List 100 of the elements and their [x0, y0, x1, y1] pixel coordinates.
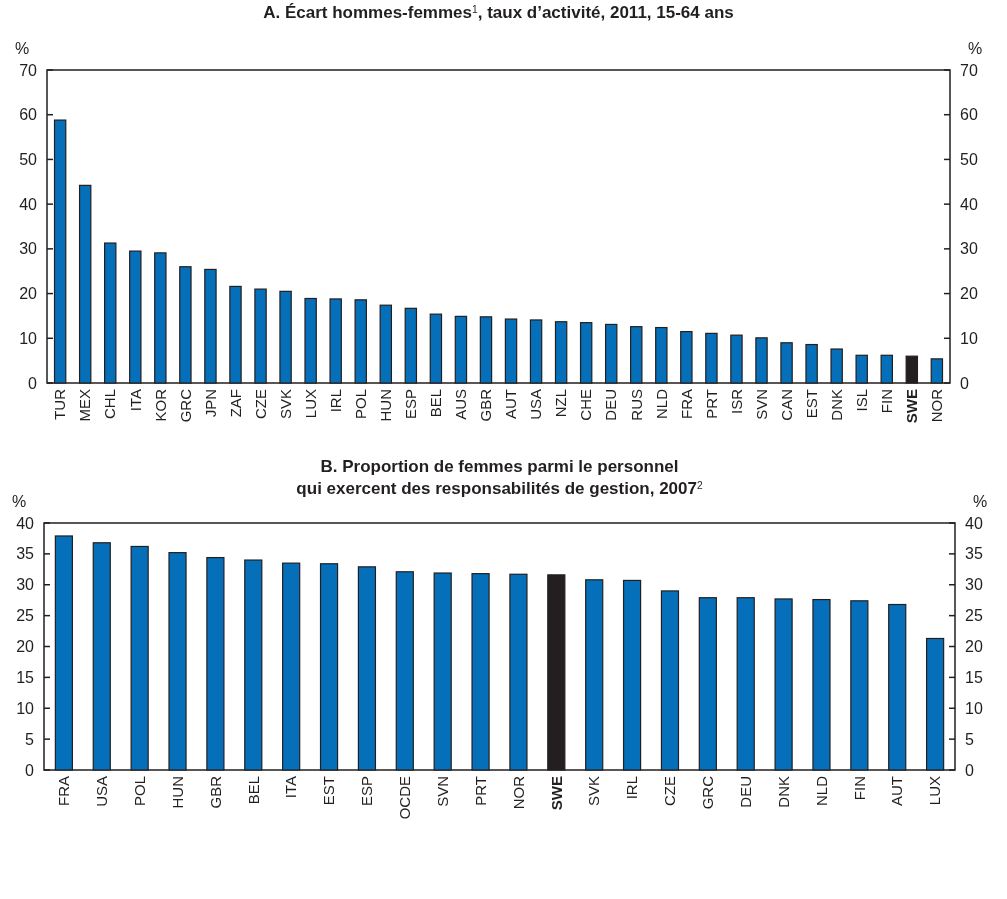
x-tick-label: NZL [552, 389, 570, 418]
y-tick-label: 10 [19, 329, 38, 347]
x-tick-label: PRT [702, 389, 720, 419]
x-tick-label: ITA [282, 776, 300, 799]
x-tick-label: USA [527, 389, 545, 420]
x-tick-label: ISR [727, 388, 745, 415]
x-tick-label: SWE [547, 776, 565, 811]
x-tick-label: AUT [888, 776, 906, 806]
y2-tick-label: 10 [960, 329, 978, 347]
x-tick-label: NLD [812, 775, 830, 807]
y-tick-label: 5 [25, 730, 35, 748]
x-tick-label: CAN [777, 389, 795, 421]
x-tick-label: DEU [736, 776, 754, 808]
x-tick-label: KOR [151, 388, 169, 422]
y-tick-label: 30 [19, 240, 38, 258]
x-tick-label: IRL [326, 389, 344, 413]
y2-tick-label: 0 [960, 374, 969, 392]
y2-tick-label: 20 [960, 285, 978, 303]
x-tick-label: CHL [101, 389, 119, 420]
x-tick-label: GBR [206, 775, 224, 809]
y2-tick-label: 40 [960, 195, 978, 213]
x-tick-label: GRC [176, 388, 194, 423]
y2-tick-label: 15 [965, 668, 983, 686]
y2-tick-label: 10 [965, 699, 983, 717]
y2-tick-label: 40 [965, 514, 983, 532]
x-tick-label: HUN [377, 389, 395, 422]
y-tick-label: 20 [16, 638, 35, 656]
y2-tick-label: 20 [965, 638, 983, 656]
x-tick-label: TUR [51, 388, 69, 420]
x-tick-label: EST [320, 776, 338, 806]
y2-tick-label: 70 [960, 61, 978, 79]
x-tick-label: FIN [850, 776, 868, 801]
x-tick-label: USA [93, 776, 111, 807]
y-tick-label: 30 [16, 576, 35, 594]
y-tick-label: 35 [16, 545, 35, 563]
x-tick-label: DNK [827, 389, 845, 421]
y-tick-label: 70 [19, 61, 38, 79]
x-tick-label: GBR [477, 388, 495, 422]
y-tick-label: 40 [19, 195, 38, 213]
x-tick-label: MEX [76, 389, 94, 422]
x-tick-label: POL [351, 389, 369, 420]
x-tick-label: NLD [652, 388, 670, 420]
y-axis-title: % [12, 493, 27, 510]
y2-axis-title: % [968, 40, 983, 57]
x-tick-label: LUX [301, 389, 319, 419]
x-tick-label: CZE [251, 389, 269, 419]
y2-axis-title: % [973, 493, 988, 510]
y-tick-label: 0 [25, 761, 35, 779]
x-tick-label: FRA [55, 776, 73, 806]
y2-tick-label: 30 [960, 240, 978, 258]
y2-tick-label: 5 [965, 730, 974, 748]
y-tick-label: 40 [16, 514, 35, 532]
x-tick-label: BEL [427, 389, 445, 418]
x-tick-label: IRL [623, 776, 641, 800]
x-tick-label: ITA [126, 389, 144, 412]
y-tick-label: 60 [19, 106, 38, 124]
y-tick-label: 15 [16, 668, 35, 686]
x-tick-label: DNK [774, 776, 792, 808]
y-tick-label: 0 [28, 374, 38, 392]
y2-tick-label: 60 [960, 106, 978, 124]
y-tick-label: 25 [16, 607, 35, 625]
x-tick-label: CZE [661, 776, 679, 806]
x-tick-label: EST [802, 389, 820, 419]
x-tick-label: ESP [358, 776, 376, 807]
x-tick-label: FRA [677, 389, 695, 419]
x-tick-label: NOR [928, 388, 946, 423]
x-tick-label: CHE [577, 389, 595, 421]
y-tick-label: 20 [19, 285, 38, 303]
x-tick-label: FIN [878, 389, 895, 414]
y2-tick-label: 0 [965, 761, 974, 779]
chart-title: A. Écart hommes-femmes$^{1}$, taux d’activité, 2011, 15-64 ans [263, 3, 734, 22]
x-tick-label: AUT [502, 389, 520, 419]
x-tick-label: DEU [602, 389, 620, 421]
chart-title: B. Proportion de femmes parmi le personnel qui exercent des responsabilités de gestion, 2007$^{2}$ [296, 457, 703, 498]
x-tick-label: ESP [402, 389, 420, 420]
y-tick-label: 50 [19, 151, 38, 169]
y-tick-label: 10 [16, 699, 35, 717]
x-tick-label: HUN [168, 776, 186, 809]
x-tick-label: ISL [852, 389, 870, 412]
x-tick-label: ZAF [226, 389, 244, 418]
x-tick-label: GRC [699, 775, 717, 810]
x-tick-label: OCDE [396, 776, 414, 820]
x-tick-label: AUS [452, 389, 470, 420]
y2-tick-label: 25 [965, 607, 983, 625]
x-tick-label: SVK [276, 389, 294, 420]
x-tick-label: LUX [926, 776, 944, 806]
x-tick-label: NOR [509, 775, 527, 810]
y2-tick-label: 30 [965, 576, 983, 594]
y2-tick-label: 50 [960, 151, 978, 169]
x-tick-label: SWE [903, 389, 921, 424]
y2-tick-label: 35 [965, 545, 983, 563]
x-tick-label: SVK [585, 776, 603, 807]
y-axis-title: % [15, 40, 30, 57]
x-tick-label: BEL [244, 776, 262, 805]
x-tick-label: RUS [627, 389, 645, 421]
x-tick-label: PRT [471, 776, 489, 806]
x-tick-label: POL [130, 776, 148, 807]
x-tick-label: SVN [433, 776, 451, 807]
x-tick-label: JPN [201, 389, 219, 418]
x-tick-label: SVN [752, 389, 770, 420]
